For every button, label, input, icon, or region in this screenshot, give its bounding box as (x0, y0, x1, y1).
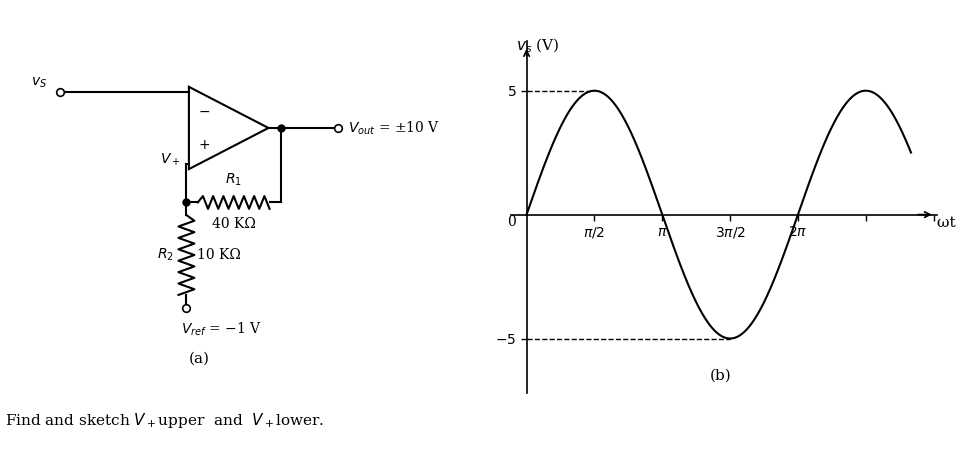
Text: 10 KΩ: 10 KΩ (197, 248, 241, 262)
Text: $R_1$: $R_1$ (226, 171, 242, 188)
Text: $+$: $+$ (198, 138, 210, 152)
Text: $v_S$: $v_S$ (32, 75, 47, 90)
Text: $v_s$ (V): $v_s$ (V) (516, 37, 559, 55)
Text: Find and sketch $V_+$upper  and  $V_+$lower.: Find and sketch $V_+$upper and $V_+$lowe… (5, 410, 324, 430)
Text: $-$: $-$ (198, 104, 210, 117)
Text: (b): (b) (710, 368, 731, 382)
Text: $V_+$: $V_+$ (160, 151, 181, 168)
Text: $V_{out}$ = ±10 V: $V_{out}$ = ±10 V (348, 119, 440, 137)
Text: ωt (r): ωt (r) (937, 216, 956, 230)
Text: (a): (a) (188, 352, 209, 366)
Text: 40 KΩ: 40 KΩ (211, 217, 255, 231)
Text: 0: 0 (507, 215, 516, 228)
Text: $R_2$: $R_2$ (157, 247, 174, 263)
Text: $V_{ref}$ = −1 V: $V_{ref}$ = −1 V (182, 320, 262, 338)
